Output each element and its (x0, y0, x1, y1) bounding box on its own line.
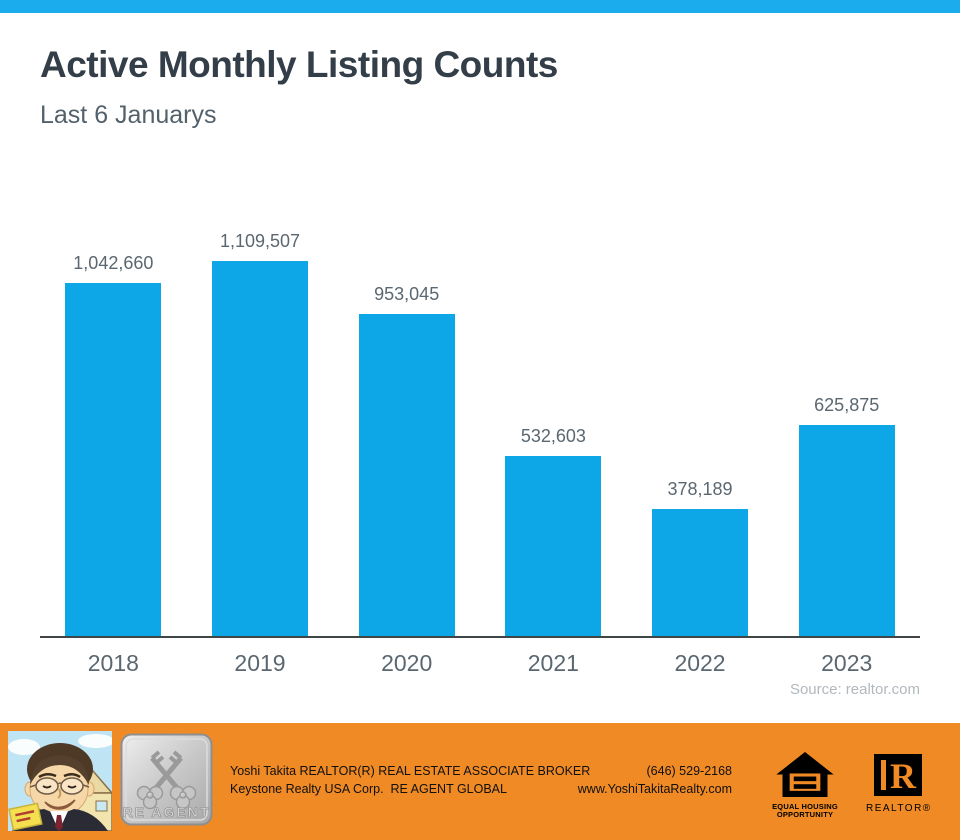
bar-slot-2023: 625,875 (773, 395, 920, 637)
equal-housing-text-line2: OPPORTUNITY (776, 810, 834, 819)
x-tick-2023: 2023 (821, 650, 873, 676)
source-credit: Source: realtor.com (789, 681, 920, 698)
sold-card (8, 802, 43, 831)
bar-chart: 1,042,660 1,109,507 953,045 532,603 378,189 6… (40, 231, 920, 637)
cloud (8, 739, 40, 755)
x-tick-2019: 2019 (234, 650, 286, 676)
svg-text:R: R (890, 756, 917, 796)
agent-avatar (8, 731, 112, 831)
agent-face (24, 743, 95, 817)
bar-slot-2021: 532,603 (480, 426, 627, 637)
realtor-r-icon: R (874, 754, 922, 796)
agent-contact-block: Yoshi Takita REALTOR(R) REAL ESTATE ASSO… (230, 762, 732, 798)
bar-value-label: 378,189 (667, 479, 733, 499)
x-tick-2018: 2018 (87, 650, 139, 676)
equal-housing-text-line1: EQUAL HOUSING (772, 802, 838, 811)
agent-name-line: Yoshi Takita REALTOR(R) REAL ESTATE ASSO… (230, 764, 591, 778)
bar-2018 (65, 283, 162, 637)
badge-label: RE AGENT (123, 804, 211, 820)
bar-2022 (652, 509, 749, 637)
x-axis-tick-labels: 2018 2019 2020 2021 2022 2023 (40, 650, 920, 677)
crossed-keys-icon (136, 750, 197, 810)
x-tick-2022: 2022 (674, 650, 726, 676)
top-accent-strip (0, 0, 960, 13)
realtor-wordmark: REALTOR® (866, 803, 932, 814)
bar-slot-2022: 378,189 (627, 479, 774, 637)
glasses-lens (35, 777, 59, 795)
bar-value-label: 1,109,507 (219, 231, 301, 251)
bar-value-label: 1,042,660 (73, 253, 154, 273)
page-title: Active Monthly Listing Counts (40, 44, 558, 85)
equal-housing-logo: EQUAL HOUSING OPPORTUNITY (770, 752, 840, 819)
bar-2020 (358, 314, 455, 637)
bar-value-label: 625,875 (814, 395, 880, 415)
bar-2021 (505, 456, 602, 637)
agent-company-line: Keystone Realty USA Corp. RE AGENT GLOBA… (230, 782, 507, 796)
equal-housing-house-icon (776, 752, 834, 797)
bar-2019 (212, 261, 308, 637)
bar-slot-2018: 1,042,660 (40, 253, 187, 637)
agent-phone: (646) 529-2168 (646, 764, 732, 778)
agent-website: www.YoshiTakitaRealty.com (577, 782, 732, 796)
bar-slot-2019: 1,109,507 (187, 231, 334, 637)
glasses-lens (60, 777, 84, 795)
bar-value-label: 532,603 (520, 426, 586, 446)
realtor-logo: R REALTOR® (866, 754, 930, 814)
footer-banner: RE AGENT Yoshi Takita REALTOR(R) REAL ES… (0, 723, 960, 840)
bar-value-label: 953,045 (374, 284, 440, 304)
bar-2023 (798, 425, 895, 637)
cloud (78, 734, 112, 748)
x-axis-line (40, 636, 920, 638)
re-agent-badge: RE AGENT (120, 733, 213, 826)
x-tick-2021: 2021 (527, 650, 579, 676)
bar-slot-2020: 953,045 (333, 284, 480, 637)
page-subtitle: Last 6 Januarys (40, 101, 217, 129)
x-tick-2020: 2020 (381, 650, 433, 676)
